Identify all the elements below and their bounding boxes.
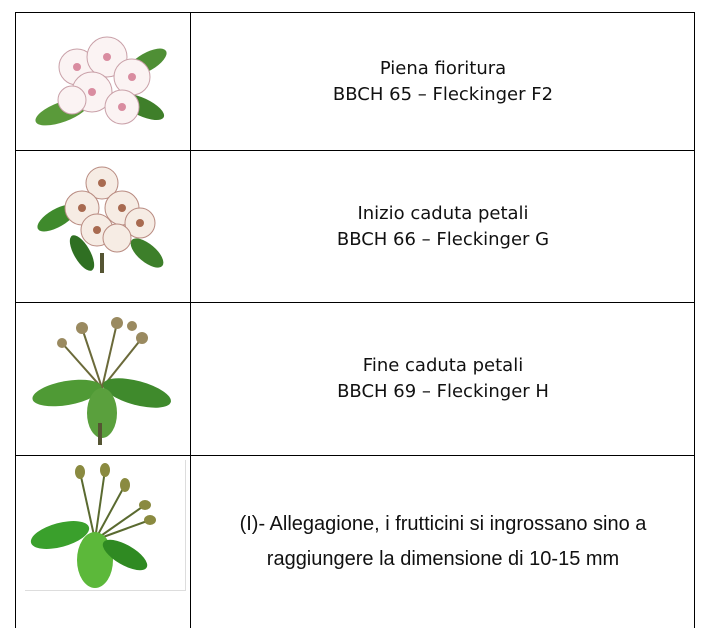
- text-line: BBCH 69 – Fleckinger H: [337, 381, 549, 402]
- table-border: [15, 12, 16, 628]
- row-text: Fine caduta petali BBCH 69 – Fleckinger …: [192, 303, 694, 455]
- row-divider: [15, 12, 695, 13]
- row-divider: [15, 302, 695, 303]
- table-border: [694, 12, 695, 628]
- flower-image: [37, 166, 164, 273]
- flower-image: [35, 36, 167, 126]
- row-text: (I)- Allegagione, i frutticini si ingros…: [192, 456, 694, 628]
- text-line: BBCH 66 – Fleckinger G: [336, 228, 550, 250]
- row-divider: [15, 455, 695, 456]
- row-divider: [15, 150, 695, 151]
- text-line: Fine caduta petali: [362, 355, 524, 376]
- text-line: BBCH 65 – Fleckinger F2: [332, 83, 554, 105]
- flower-image: [25, 460, 186, 591]
- text-line: (I)- Allegagione, i frutticini si ingros…: [239, 513, 647, 570]
- flower-image: [32, 317, 171, 445]
- text-line: Inizio caduta petali: [357, 202, 529, 224]
- row-text: Inizio caduta petali BBCH 66 – Fleckinge…: [192, 151, 694, 302]
- column-divider: [190, 12, 191, 628]
- text-line: Piena fioritura: [379, 57, 507, 79]
- row-text: Piena fioritura BBCH 65 – Fleckinger F2: [192, 13, 694, 150]
